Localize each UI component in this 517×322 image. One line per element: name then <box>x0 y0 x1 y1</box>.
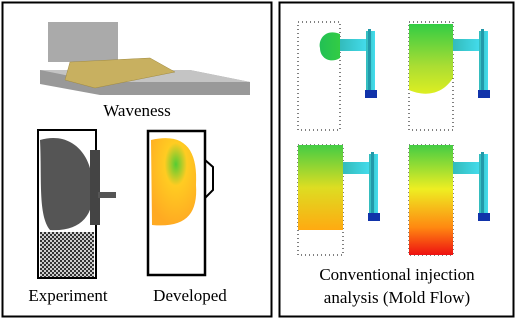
shape <box>343 152 380 221</box>
shape <box>453 29 490 98</box>
developed-image <box>148 131 213 275</box>
shape <box>320 32 340 60</box>
caption-line: Conventional injection <box>319 265 475 284</box>
shape <box>340 29 377 98</box>
figure: Waveness Experiment Developed Convention… <box>0 0 517 322</box>
shape <box>98 192 116 198</box>
shape <box>40 232 94 277</box>
simulation-1 <box>298 22 377 130</box>
shape <box>90 150 100 225</box>
experiment-label: Experiment <box>28 286 108 305</box>
experiment-image <box>38 130 116 278</box>
shape <box>409 24 453 94</box>
caption-line: analysis (Mold Flow) <box>324 288 470 307</box>
shape <box>151 138 196 225</box>
simulation-2 <box>409 22 490 130</box>
shape <box>298 145 343 230</box>
shape <box>409 145 453 255</box>
developed-label: Developed <box>153 286 227 305</box>
simulation-3 <box>298 145 380 255</box>
shape <box>48 22 118 62</box>
shape <box>453 152 490 221</box>
simulation-4 <box>409 145 490 255</box>
waveness-image <box>40 22 250 95</box>
waveness-label: Waveness <box>103 101 171 120</box>
